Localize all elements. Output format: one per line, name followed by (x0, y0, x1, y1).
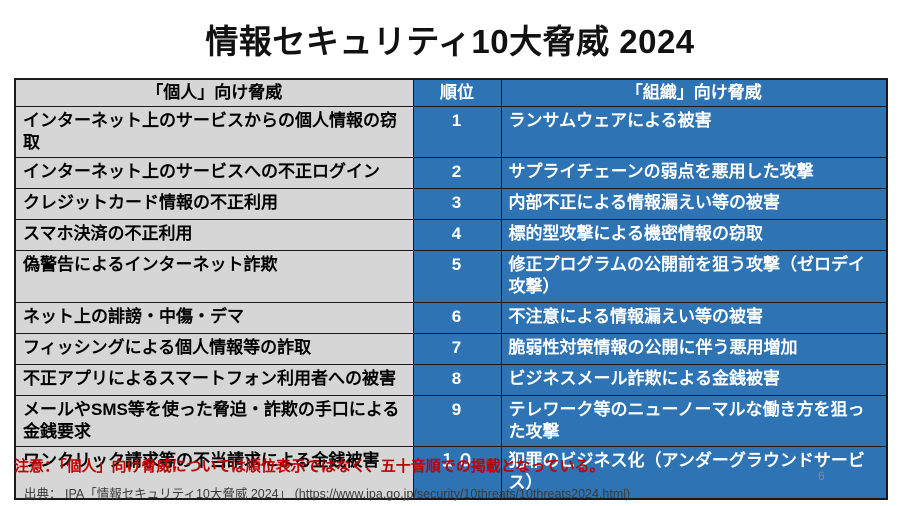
rank-cell: 3 (412, 188, 502, 221)
table-row: ネット上の誹謗・中傷・デマ 6 不注意による情報漏えい等の被害 (14, 301, 888, 334)
personal-threat-cell: フィッシングによる個人情報等の詐取 (14, 332, 414, 365)
table-row: インターネット上のサービスからの個人情報の窃取 1 ランサムウェアによる被害 (14, 105, 888, 159)
table-row: 不正アプリによるスマートフォン利用者への被害 8 ビジネスメール詐欺による金銭被… (14, 363, 888, 396)
rank-cell: 7 (412, 332, 502, 365)
page-number: 6 (818, 469, 825, 483)
personal-threat-cell: ネット上の誹謗・中傷・デマ (14, 301, 414, 334)
organization-threat-cell: 修正プログラムの公開前を狙う攻撃（ゼロデイ攻撃） (500, 250, 888, 303)
organization-threat-cell: 犯罪のビジネス化（アンダーグラウンドサービス） (500, 446, 888, 500)
note-text: 注意：「個人」向け脅威については順位表示ではなく、五十音順での掲載となっている。 (14, 458, 605, 475)
personal-threat-cell: メールやSMS等を使った脅迫・詐欺の手口による金銭要求 (14, 394, 414, 448)
header-organization-threats: 「組織」向け脅威 (500, 78, 888, 107)
organization-threat-cell: 脆弱性対策情報の公開に伴う悪用増加 (500, 332, 888, 365)
personal-threat-cell: クレジットカード情報の不正利用 (14, 188, 414, 221)
rank-cell: 5 (412, 250, 502, 303)
organization-threat-cell: 内部不正による情報漏えい等の被害 (500, 188, 888, 221)
header-personal-threats: 「個人」向け脅威 (14, 78, 414, 107)
table-row: スマホ決済の不正利用 4 標的型攻撃による機密情報の窃取 (14, 219, 888, 252)
personal-threat-cell: インターネット上のサービスからの個人情報の窃取 (14, 105, 414, 159)
personal-threat-cell: ワンクリック請求等の不当請求による金銭被害 (14, 446, 414, 500)
slide-title: 情報セキュリティ10大脅威 2024 (205, 23, 695, 60)
rank-cell: 6 (412, 301, 502, 334)
personal-threat-cell: 偽警告によるインターネット詐欺 (14, 250, 414, 303)
rank-cell: 9 (412, 394, 502, 448)
rank-cell: 1 (412, 105, 502, 159)
header-rank: 順位 (412, 78, 502, 107)
table-row: フィッシングによる個人情報等の詐取 7 脆弱性対策情報の公開に伴う悪用増加 (14, 332, 888, 365)
rank-cell: 4 (412, 219, 502, 252)
source-text: 出典： IPA「情報セキュリティ10大脅威 2024」 (https://www… (24, 487, 631, 501)
personal-threat-cell: インターネット上のサービスへの不正ログイン (14, 157, 414, 190)
organization-threat-cell: 不注意による情報漏えい等の被害 (500, 301, 888, 334)
organization-threat-cell: ビジネスメール詐欺による金銭被害 (500, 363, 888, 396)
organization-threat-cell: サプライチェーンの弱点を悪用した攻撃 (500, 157, 888, 190)
rank-cell: 2 (412, 157, 502, 190)
personal-threat-cell: スマホ決済の不正利用 (14, 219, 414, 252)
threats-table-body: インターネット上のサービスからの個人情報の窃取 1 ランサムウェアによる被害 イ… (14, 105, 888, 500)
organization-threat-cell: ランサムウェアによる被害 (500, 105, 888, 159)
organization-threat-cell: テレワーク等のニューノーマルな働き方を狙った攻撃 (500, 394, 888, 448)
table-row: インターネット上のサービスへの不正ログイン 2 サプライチェーンの弱点を悪用した… (14, 157, 888, 190)
organization-threat-cell: 標的型攻撃による機密情報の窃取 (500, 219, 888, 252)
table-header-row: 「個人」向け脅威 順位 「組織」向け脅威 (14, 78, 888, 107)
personal-threat-cell: 不正アプリによるスマートフォン利用者への被害 (14, 363, 414, 396)
table-row: ワンクリック請求等の不当請求による金銭被害 １０ 犯罪のビジネス化（アンダーグラ… (14, 446, 888, 500)
threats-table: 「個人」向け脅威 順位 「組織」向け脅威 インターネット上のサービスからの個人情… (14, 78, 888, 500)
rank-cell: 8 (412, 363, 502, 396)
table-row: メールやSMS等を使った脅迫・詐欺の手口による金銭要求 9 テレワーク等のニュー… (14, 394, 888, 448)
table-row: 偽警告によるインターネット詐欺 5 修正プログラムの公開前を狙う攻撃（ゼロデイ攻… (14, 250, 888, 303)
table-row: クレジットカード情報の不正利用 3 内部不正による情報漏えい等の被害 (14, 188, 888, 221)
